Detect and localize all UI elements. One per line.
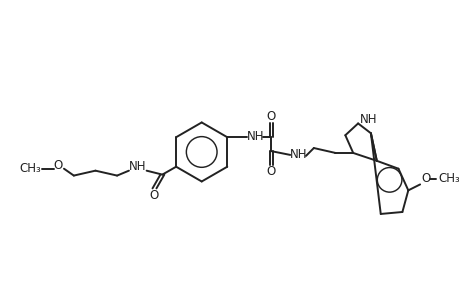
Text: CH₃: CH₃	[20, 162, 41, 175]
Text: NH: NH	[359, 113, 377, 126]
Text: NH: NH	[246, 130, 264, 143]
Text: O: O	[53, 159, 62, 172]
Text: O: O	[420, 172, 430, 185]
Text: O: O	[265, 165, 274, 178]
Text: NH: NH	[290, 148, 307, 161]
Text: NH: NH	[129, 160, 146, 173]
Text: O: O	[150, 189, 159, 202]
Text: O: O	[265, 110, 274, 123]
Text: CH₃: CH₃	[438, 172, 459, 185]
